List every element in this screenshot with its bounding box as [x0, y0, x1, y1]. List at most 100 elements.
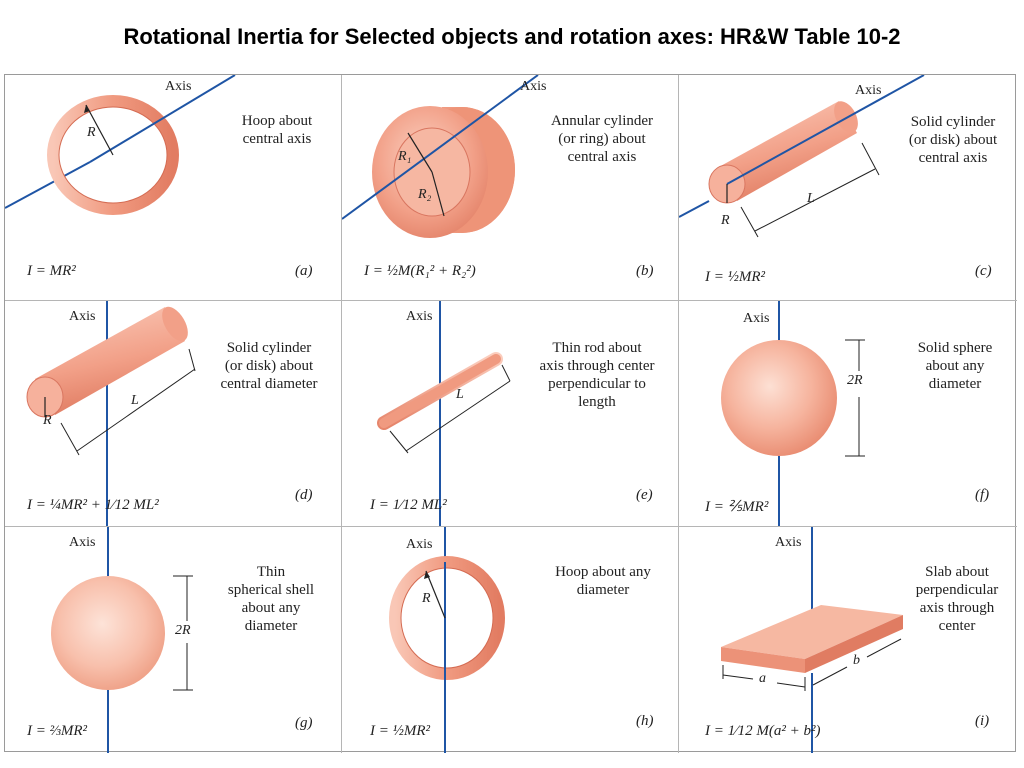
formula: I = ⅖MR² [705, 499, 769, 515]
rotation-axis-front [89, 75, 236, 163]
desc-line: axis through center [539, 358, 655, 374]
desc-line: Solid sphere [917, 340, 993, 356]
panel-letter: (c) [975, 263, 992, 279]
panel-e: Axis Thin rod about axis through center … [342, 301, 679, 527]
dim-r: R [87, 125, 96, 140]
desc-line: central diameter [220, 376, 318, 392]
slab-front [721, 647, 805, 673]
panel-letter: (e) [636, 487, 653, 503]
desc-line: (or disk) about [224, 358, 314, 374]
panel-description: Slab about perpendicular axis through ce… [901, 563, 1013, 635]
panel-letter: (b) [636, 263, 654, 279]
desc-line: axis through [919, 600, 995, 616]
dim-l: L [456, 387, 464, 402]
radius-line [425, 570, 446, 619]
desc-line: central axis [918, 150, 988, 166]
desc-line: diameter [576, 582, 630, 598]
desc-line: central axis [242, 131, 312, 147]
axis-label: Axis [69, 309, 96, 324]
panel-letter: (f) [975, 487, 990, 503]
hoop-central-axis-illustration [5, 75, 236, 215]
desc-line: Hoop about [241, 113, 313, 129]
desc-line: about any [241, 600, 301, 616]
desc-line: diameter [928, 376, 982, 392]
dim-extension [861, 142, 880, 176]
panel-description: Annular cylinder (or ring) about central… [532, 112, 672, 166]
desc-line: Solid cylinder [226, 340, 312, 356]
desc-line: Thin rod about [552, 340, 642, 356]
dim-extension [389, 430, 409, 454]
desc-line: Hoop about any [555, 564, 651, 580]
panel-i: Axis Slab about perpendicular axis throu… [679, 527, 1017, 753]
panel-g: Axis Thin spherical shell about any diam… [5, 527, 342, 753]
solid-sphere [721, 340, 837, 456]
dim-l: L [131, 393, 139, 408]
desc-line: spherical shell [227, 582, 315, 598]
formula: I = MR² [27, 263, 76, 279]
rotation-axis [342, 75, 539, 220]
desc-line: (or ring) about [558, 131, 646, 147]
annular-cylinder-illustration [342, 75, 539, 238]
rotation-axis-back [679, 200, 710, 218]
dim-r: R [43, 413, 52, 428]
axis-label: Axis [406, 309, 433, 324]
dim-r2: R₂ [418, 187, 432, 202]
axis-label: Axis [743, 311, 770, 326]
radius-r2-line [431, 171, 445, 217]
radius-arrowhead [84, 105, 90, 113]
desc-line: Slab about [925, 564, 989, 580]
rotation-axis [5, 161, 91, 209]
slab-illustration [721, 527, 903, 753]
slab-side [805, 615, 903, 673]
solid-cylinder-central-axis-illustration [679, 75, 925, 238]
panel-letter: (a) [295, 263, 313, 279]
axis-label: Axis [855, 83, 882, 98]
thin-rod-illustration [377, 301, 511, 526]
panel-description: Solid cylinder (or disk) about central a… [893, 113, 1013, 167]
desc-line: perpendicular [915, 582, 999, 598]
panel-d: Axis Solid cylinder (or disk) about cent… [5, 301, 342, 527]
page-title: Rotational Inertia for Selected objects … [123, 24, 901, 49]
desc-line: central axis [567, 149, 637, 165]
formula: I = ⅔MR² [27, 723, 88, 739]
desc-line: Thin [256, 564, 286, 580]
desc-line: Solid cylinder [910, 114, 996, 130]
b-dimension [866, 638, 902, 658]
cylinder-far-end [834, 101, 858, 133]
hoop [47, 95, 179, 215]
dim-extension [740, 206, 759, 238]
desc-line: perpendicular to [548, 376, 646, 392]
dim-a: a [759, 671, 766, 686]
hoop-inner-edge [58, 106, 168, 204]
dim-l: L [807, 191, 815, 206]
thin-rod-core [379, 354, 501, 428]
slab-top [721, 605, 903, 659]
axis-label: Axis [520, 79, 547, 94]
radius-arrowhead [424, 571, 430, 579]
desc-line: (or disk) about [908, 132, 998, 148]
dim-2r: 2R [175, 623, 191, 638]
cylinder-far-end [162, 306, 188, 342]
desc-line: Annular cylinder [550, 113, 654, 129]
formula: I = ¼MR² + 1⁄12 ML² [27, 497, 159, 513]
panel-a: Axis Hoop about central axis R I = MR² (… [5, 75, 342, 301]
panel-description: Thin rod about axis through center perpe… [522, 339, 672, 411]
desc-line: diameter [244, 618, 298, 634]
dim-r: R [721, 213, 730, 228]
desc-line: about any [925, 358, 985, 374]
dim-2r: 2R [847, 373, 863, 388]
panel-h: Axis Hoop about any diameter R I = ½MR² … [342, 527, 679, 753]
radius-r1-line [407, 132, 433, 173]
panel-f: Axis Solid sphere about any diameter 2R … [679, 301, 1017, 527]
panel-b: Axis Annular cylinder (or ring) about ce… [342, 75, 679, 301]
dim-b: b [853, 653, 860, 668]
formula: I = 1⁄12 M(a² + b²) [705, 723, 821, 739]
dim-r: R [422, 591, 431, 606]
dim-extension [188, 348, 196, 372]
length-dimension [76, 368, 196, 452]
rotation-axis [726, 75, 925, 185]
panel-description: Thin spherical shell about any diameter [211, 563, 331, 635]
dim-extension [501, 364, 511, 382]
panel-c: Axis Solid cylinder (or disk) about cent… [679, 75, 1017, 301]
desc-line: center [938, 618, 976, 634]
